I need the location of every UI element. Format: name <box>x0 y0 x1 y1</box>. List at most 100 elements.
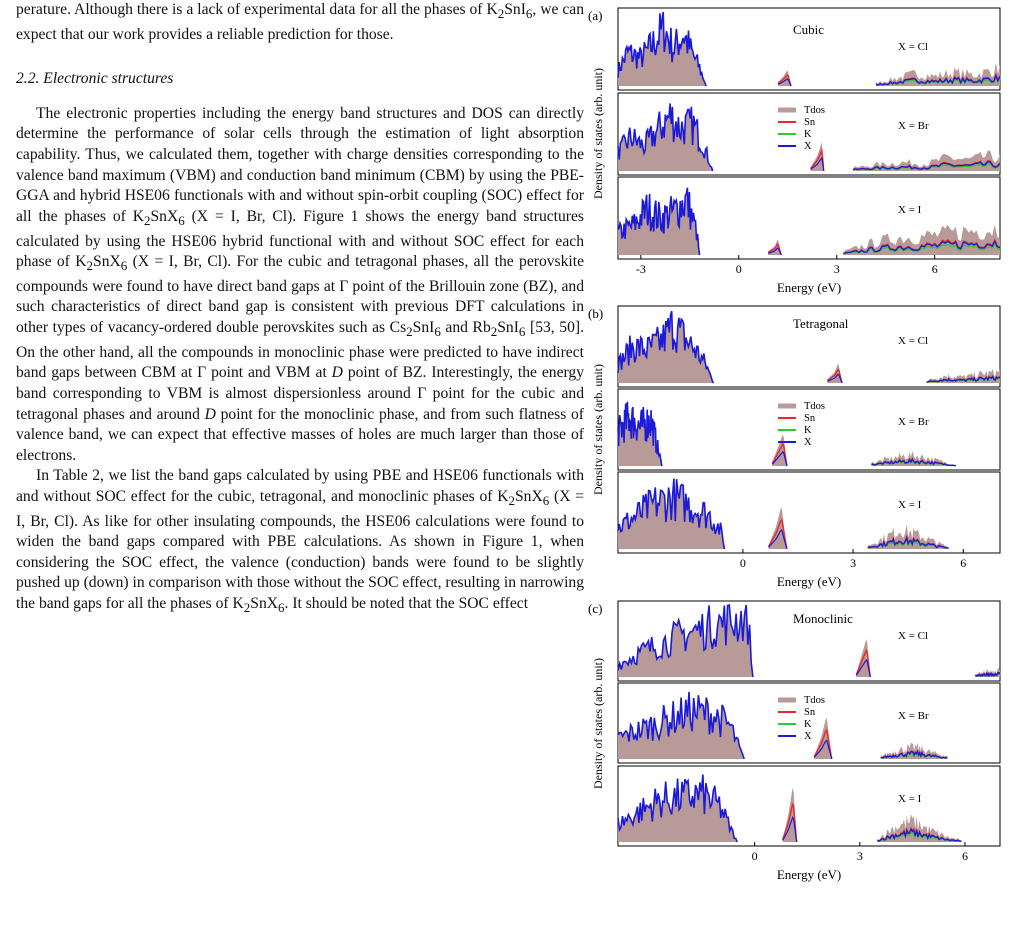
legend-label: Sn <box>804 707 816 718</box>
x-axis-label: Energy (eV) <box>777 574 841 589</box>
x-tick-label: 0 <box>736 262 742 276</box>
panel-label: (b) <box>588 306 603 321</box>
legend-label: Sn <box>804 413 816 424</box>
x-dos-line <box>768 247 782 256</box>
x-dos-line <box>617 187 701 256</box>
tdos-area <box>618 691 745 759</box>
subplot-frame <box>617 92 1001 176</box>
dos-subplot: X = I <box>617 471 1001 554</box>
sn-dos-line <box>826 368 843 384</box>
x-dos-line <box>771 450 788 467</box>
x-tick-label: 6 <box>962 849 968 863</box>
tdos-area <box>618 478 725 549</box>
x-dos-line <box>827 373 843 384</box>
x-dos-line <box>843 239 1001 255</box>
legend-label: X <box>804 731 812 742</box>
sn-dos-line <box>767 243 782 256</box>
x-dos-line <box>880 749 948 759</box>
panel-title: Monoclinic <box>793 611 853 626</box>
sn-dos-line <box>782 803 798 843</box>
x-tick-label: 6 <box>932 262 938 276</box>
subplot-label: X = I <box>898 499 922 511</box>
subplot-label: X = Cl <box>898 630 928 642</box>
x-dos-line <box>875 73 1001 86</box>
subplot-frame <box>617 7 1001 91</box>
paragraph-electronic: The electronic properties including the … <box>16 104 584 464</box>
subplot-frame <box>617 471 1001 554</box>
legend-label: K <box>804 425 812 436</box>
x-dos-line <box>617 401 663 467</box>
x-dos-line <box>852 161 1001 171</box>
legend-label: Tdos <box>804 695 825 706</box>
dos-subplot: X = Cl Cubic <box>617 7 1001 91</box>
sn-dos-line <box>855 648 871 678</box>
legend-label: X <box>804 141 812 152</box>
tdos-area <box>618 12 707 86</box>
legend-label: Sn <box>804 117 816 128</box>
dos-subplot: X = I <box>617 765 1001 847</box>
x-tick-label: 3 <box>857 849 863 863</box>
panel-title: Tetragonal <box>793 316 849 331</box>
x-dos-line <box>877 827 962 842</box>
legend-label: K <box>804 129 812 140</box>
dos-subplot: X = Cl Tetragonal <box>617 305 1001 388</box>
x-dos-line <box>768 529 788 550</box>
subplot-label: X = I <box>898 204 922 216</box>
x-dos-line <box>617 103 714 172</box>
tdos-area <box>618 103 713 171</box>
subplot-frame <box>617 176 1001 260</box>
x-tick-label: 0 <box>752 849 758 863</box>
x-tick-label: 6 <box>960 556 966 570</box>
x-dos-line <box>926 375 1001 383</box>
subplot-label: X = Cl <box>898 335 928 347</box>
x-dos-line <box>813 739 833 760</box>
subplot-label: X = Cl <box>898 41 928 53</box>
article-text-column: perature. Although there is a lack of ex… <box>16 0 584 619</box>
x-tick-label: -3 <box>636 262 646 276</box>
legend-label: Tdos <box>804 105 825 116</box>
legend-label: K <box>804 719 812 730</box>
y-axis-label: Density of states (arb. unit) <box>591 364 605 495</box>
x-dos-line <box>617 691 745 760</box>
sn-dos-line <box>777 74 792 87</box>
tdos-area <box>618 311 714 383</box>
dos-subplot: X = I <box>617 176 1001 260</box>
x-dos-line <box>617 478 726 550</box>
x-dos-line <box>617 603 754 678</box>
x-dos-line <box>617 774 738 843</box>
x-tick-label: 3 <box>850 556 856 570</box>
subplot-label: X = Br <box>898 710 929 722</box>
sn-dos-line <box>771 442 788 467</box>
x-dos-line <box>867 535 949 549</box>
panel-label: (a) <box>588 8 602 23</box>
x-axis-label: Energy (eV) <box>777 867 841 882</box>
subplot-frame <box>617 765 1001 847</box>
x-dos-line <box>871 458 956 467</box>
legend-label: Tdos <box>804 401 825 412</box>
sn-dos-line <box>767 518 788 550</box>
sn-dos-line <box>843 238 1001 255</box>
x-dos-line <box>782 815 798 843</box>
y-axis-label: Density of states (arb. unit) <box>591 68 605 199</box>
section-heading: 2.2. Electronic structures <box>16 70 174 88</box>
panel-title: Cubic <box>793 22 824 37</box>
sn-dos-line <box>813 728 833 760</box>
sn-dos-line <box>810 148 825 172</box>
x-tick-label: 0 <box>740 556 746 570</box>
k-dos-line <box>843 243 1001 255</box>
x-dos-line <box>974 671 1001 678</box>
dos-subplot: X = Cl Monoclinic <box>617 600 1001 682</box>
y-axis-label: Density of states (arb. unit) <box>591 658 605 789</box>
x-tick-label: 3 <box>834 262 840 276</box>
subplot-frame <box>617 682 1001 764</box>
